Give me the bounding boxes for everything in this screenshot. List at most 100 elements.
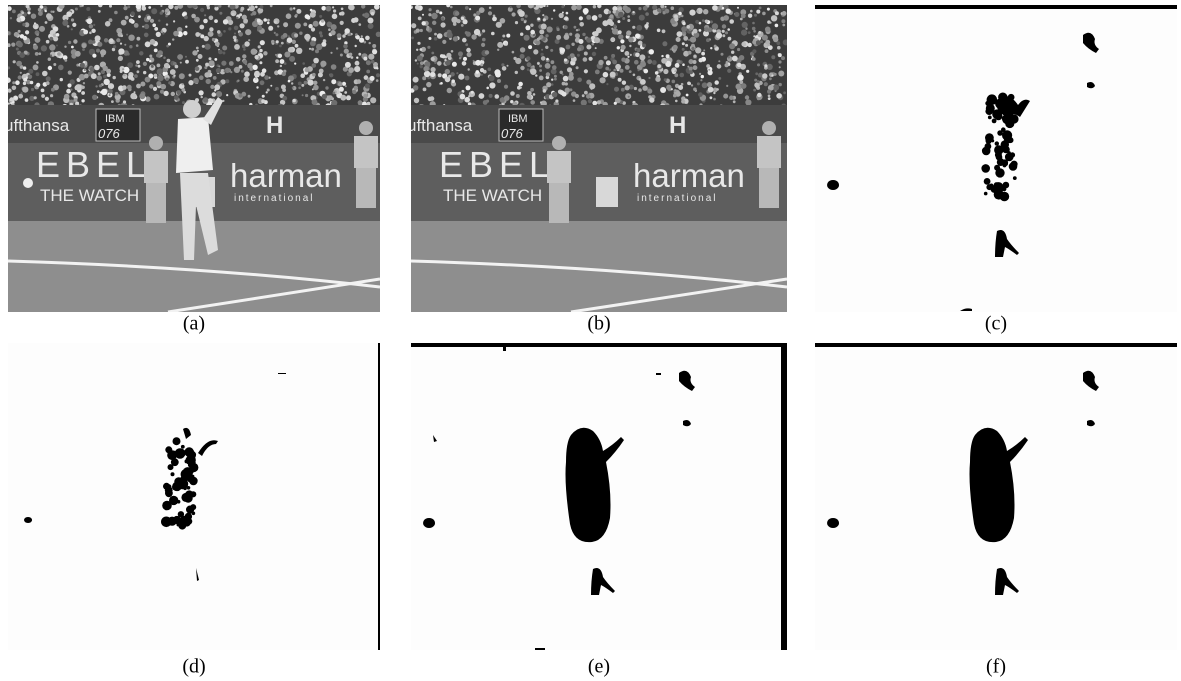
blob (186, 506, 194, 514)
crowd-dot (497, 49, 499, 51)
crowd-dot (209, 60, 215, 66)
crowd-dot (767, 90, 771, 94)
blob (535, 648, 545, 650)
crowd-dot (349, 53, 353, 57)
crowd-dot (765, 27, 771, 33)
crowd-dot (775, 24, 779, 28)
crowd-dot (353, 17, 358, 22)
crowd-dot (543, 18, 546, 21)
crowd-dot (163, 91, 168, 96)
crowd-dot (130, 93, 136, 99)
crowd-dot (161, 84, 167, 90)
crowd-dot (311, 27, 315, 31)
crowd-dot (758, 31, 761, 34)
crowd-dot (718, 60, 720, 62)
crowd-dot (115, 92, 119, 96)
crowd-dot (481, 57, 484, 60)
crowd-dot (212, 92, 217, 97)
blob (173, 437, 181, 445)
crowd-dot (333, 92, 336, 95)
crowd-dot (527, 62, 532, 67)
crowd-dot (294, 33, 298, 37)
crowd-dot (565, 82, 568, 85)
crowd-dot (670, 48, 672, 50)
crowd-dot (218, 65, 220, 67)
crowd-dot (638, 88, 642, 92)
crowd-dot (598, 60, 603, 65)
crowd-dot (48, 58, 51, 61)
crowd-dot (617, 46, 620, 49)
crowd-dot (228, 20, 233, 25)
crowd-dot (757, 97, 760, 100)
scene-text: EBEL (36, 144, 152, 185)
blob (984, 178, 991, 185)
scene-text: international (234, 193, 314, 204)
crowd-dot (420, 29, 423, 32)
crowd-dot (365, 36, 370, 41)
crowd-dot (757, 93, 761, 97)
crowd-dot (627, 15, 630, 18)
crowd-dot (595, 70, 600, 75)
crowd-dot (260, 40, 265, 45)
crowd-dot (16, 61, 22, 67)
crowd-dot (244, 71, 250, 77)
crowd-dot (710, 20, 713, 23)
crowd-dot (515, 21, 518, 24)
crowd-dot (239, 65, 243, 69)
crowd-dot (538, 3, 544, 9)
crowd-dot (489, 82, 495, 88)
crowd-dot (125, 16, 129, 20)
crowd-dot (682, 22, 685, 25)
crowd-dot (101, 89, 107, 95)
crowd-dot (681, 99, 685, 103)
crowd-dot (243, 48, 246, 51)
crowd-dot (566, 45, 571, 50)
scene-text: IBM (508, 113, 528, 125)
crowd-dot (605, 67, 609, 71)
crowd-dot (535, 40, 540, 45)
crowd-dot (416, 29, 420, 33)
crowd-dot (92, 54, 96, 58)
crowd-dot (625, 65, 630, 70)
crowd-dot (551, 18, 553, 20)
crowd-dot (781, 19, 785, 23)
crowd-dot (209, 57, 212, 60)
crowd-dot (674, 73, 678, 77)
crowd-dot (154, 74, 158, 78)
crowd-dot (530, 100, 535, 105)
crowd-dot (366, 60, 371, 65)
crowd-dot (249, 67, 253, 71)
crowd-dot (488, 11, 492, 15)
crowd-dot (7, 89, 11, 93)
crowd-dot (557, 28, 560, 31)
crowd-dot (60, 78, 63, 81)
crowd-dot (311, 48, 314, 51)
crowd-dot (312, 88, 314, 90)
crowd-dot (781, 56, 785, 60)
crowd-dot (722, 30, 725, 33)
crowd-dot (89, 24, 93, 28)
crowd-dot (268, 26, 273, 31)
crowd-dot (138, 65, 141, 68)
crowd-dot (222, 52, 225, 55)
crowd-dot (368, 18, 374, 24)
crowd-dot (712, 23, 718, 29)
blob (165, 486, 173, 494)
crowd-dot (693, 29, 698, 34)
crowd-dot (49, 37, 53, 41)
crowd-dot (64, 46, 66, 48)
crowd-dot (732, 56, 738, 62)
crowd-dot (299, 32, 302, 35)
crowd-dot (163, 57, 166, 60)
blob (986, 184, 992, 190)
crowd-dot (632, 26, 635, 29)
crowd-dot (681, 15, 684, 18)
crowd-dot (154, 49, 158, 53)
crowd-dot (286, 13, 292, 19)
crowd-dot (620, 69, 624, 73)
crowd-dot (161, 30, 164, 33)
blob (183, 487, 187, 491)
crowd-dot (223, 30, 226, 33)
crowd-dot (422, 14, 424, 16)
crowd-dot (737, 7, 739, 9)
